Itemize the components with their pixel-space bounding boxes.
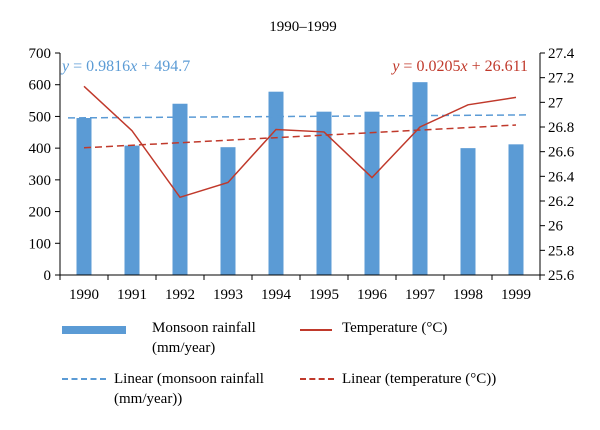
x-tick-label-1992: 1992 (165, 287, 195, 303)
rain-eq-y: y (60, 58, 70, 75)
x-axis-ticks: 1990 1991 1992 1993 1994 1995 1996 1997 1998 1999 (59, 275, 541, 303)
x-tick-label-1990: 1990 (69, 287, 99, 303)
right-tick-label: 25.8 (548, 243, 574, 259)
legend-label-rain-trend: Linear (monsoon rainfall (mm/year)) (114, 371, 264, 407)
right-tick-label: 27 (548, 95, 564, 111)
chart-title: 1990–1999 (269, 19, 337, 35)
x-tick-label-1991: 1991 (117, 287, 147, 303)
temp-eq-slope: = 0.0205 (399, 58, 460, 75)
x-tick-label-1998: 1998 (453, 287, 483, 303)
temp-eq-y: y (390, 58, 400, 75)
rain-eq-x: x (129, 58, 137, 75)
rain-eq-rest: + 494.7 (137, 58, 190, 75)
bar-1998 (460, 148, 476, 275)
bar-1991 (124, 145, 140, 275)
left-tick-label: 100 (29, 236, 52, 252)
left-tick-label: 300 (29, 173, 52, 189)
right-axis-ticks: 25.6 25.8 26 26.2 26.4 26.6 26.8 27 27.2 27.4 (540, 46, 575, 284)
rain-trend-equation: y = 0.9816x + 494.7 (60, 58, 190, 75)
rain-trend-line (67, 114, 527, 119)
right-tick-label: 27.4 (548, 46, 575, 62)
right-tick-label: 26.8 (548, 120, 574, 136)
legend-swatch-rain-trend (62, 378, 106, 380)
legend-swatch-rainfall (62, 326, 126, 334)
x-tick-label-1993: 1993 (213, 287, 243, 303)
x-tick-label-1995: 1995 (309, 287, 339, 303)
x-tick-label-1996: 1996 (357, 287, 388, 303)
left-tick-label: 400 (29, 141, 52, 157)
temperature-line (83, 85, 517, 199)
bar-1999 (508, 144, 524, 275)
left-tick-label: 600 (29, 78, 52, 94)
right-tick-label: 26.6 (548, 145, 575, 161)
bar-1995 (316, 111, 332, 276)
temp-eq-rest: + 26.611 (468, 58, 528, 75)
x-tick-label-1994: 1994 (261, 287, 292, 303)
line-series (67, 85, 527, 199)
right-tick-label: 26 (548, 219, 564, 235)
bar-1994 (268, 91, 284, 275)
x-tick-label-1997: 1997 (405, 287, 436, 303)
left-tick-label: 700 (29, 46, 52, 62)
bar-1992 (172, 103, 188, 275)
rain-eq-slope: = 0.9816 (69, 58, 130, 75)
bar-series (76, 82, 524, 276)
bar-1996 (364, 111, 380, 276)
left-axis-ticks: 0 100 200 300 400 500 600 700 (29, 46, 60, 284)
legend-swatch-temp-trend (300, 378, 334, 380)
temp-eq-x: x (459, 58, 467, 75)
legend-swatch-temperature (300, 329, 332, 331)
bar-1997 (412, 82, 428, 275)
legend-label-rainfall: Monsoon rainfall (mm/year) (152, 320, 256, 356)
left-tick-label: 0 (44, 268, 52, 284)
bar-1990 (76, 118, 92, 275)
right-tick-label: 25.6 (548, 268, 575, 284)
legend-label-temp-trend: Linear (temperature (°C)) (342, 371, 497, 387)
legend-label-temperature: Temperature (°C) (342, 320, 448, 336)
temp-trend-equation: y = 0.0205x + 26.611 (390, 58, 528, 75)
left-tick-label: 500 (29, 109, 52, 125)
temp-trend-line (83, 124, 517, 149)
left-tick-label: 200 (29, 205, 52, 221)
right-tick-label: 26.2 (548, 194, 574, 210)
right-tick-label: 26.4 (548, 169, 575, 185)
x-tick-label-1999: 1999 (501, 287, 531, 303)
right-tick-label: 27.2 (548, 71, 574, 87)
bar-1993 (220, 147, 236, 275)
